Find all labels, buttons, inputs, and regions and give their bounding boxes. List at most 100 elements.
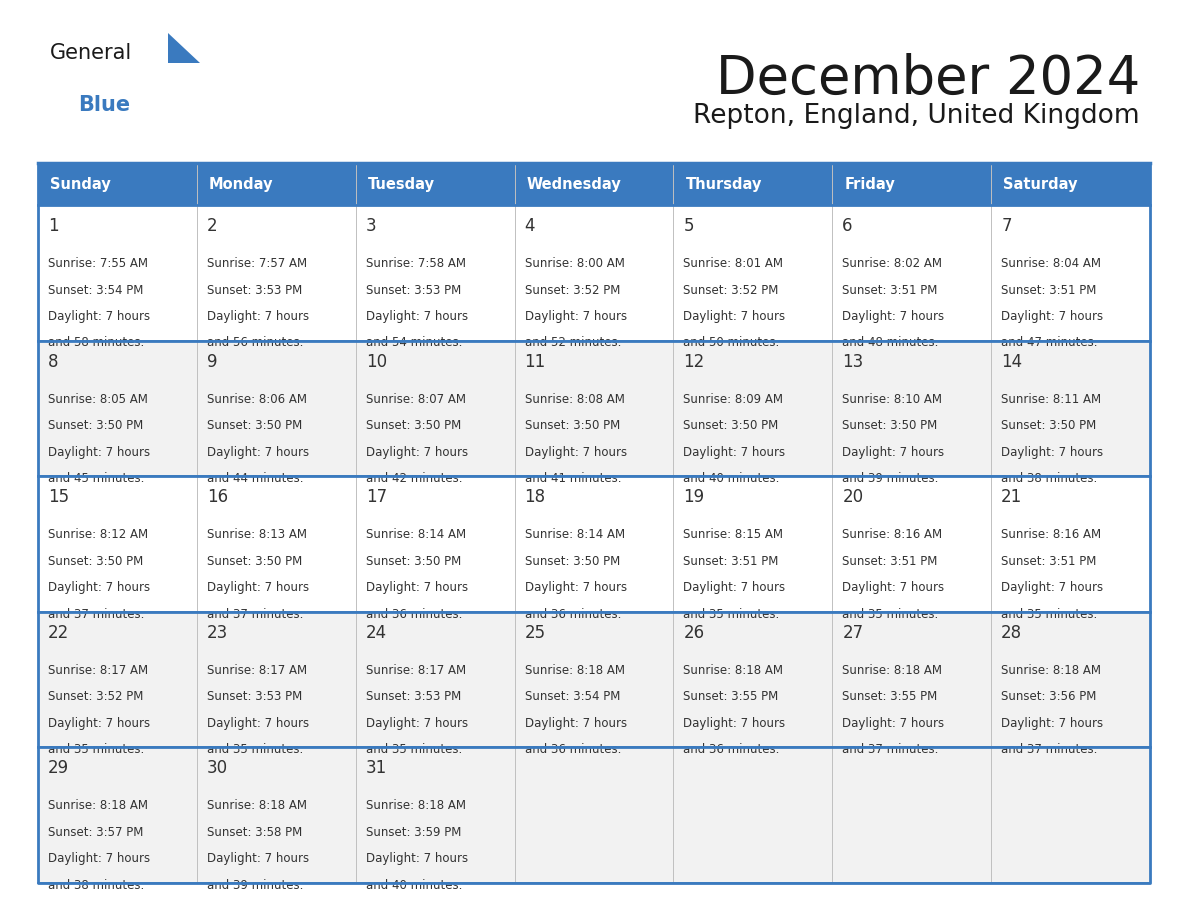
Text: Daylight: 7 hours: Daylight: 7 hours — [842, 445, 944, 459]
Text: December 2024: December 2024 — [715, 53, 1140, 105]
Text: and 35 minutes.: and 35 minutes. — [842, 608, 939, 621]
Text: 22: 22 — [48, 624, 69, 642]
Text: and 39 minutes.: and 39 minutes. — [842, 472, 939, 485]
Text: Sunrise: 8:14 AM: Sunrise: 8:14 AM — [525, 528, 625, 542]
Text: Sunset: 3:50 PM: Sunset: 3:50 PM — [1001, 420, 1097, 432]
Text: Daylight: 7 hours: Daylight: 7 hours — [207, 445, 309, 459]
Text: Sunrise: 8:18 AM: Sunrise: 8:18 AM — [207, 800, 307, 812]
Text: and 40 minutes.: and 40 minutes. — [366, 879, 462, 892]
Text: Sunset: 3:50 PM: Sunset: 3:50 PM — [525, 420, 620, 432]
Text: Daylight: 7 hours: Daylight: 7 hours — [1001, 717, 1104, 730]
Text: Daylight: 7 hours: Daylight: 7 hours — [525, 717, 627, 730]
Text: Sunrise: 8:17 AM: Sunrise: 8:17 AM — [366, 664, 466, 677]
Text: 9: 9 — [207, 353, 217, 371]
Text: Daylight: 7 hours: Daylight: 7 hours — [525, 310, 627, 323]
Text: 5: 5 — [683, 217, 694, 235]
Text: 19: 19 — [683, 488, 704, 506]
Text: 3: 3 — [366, 217, 377, 235]
Bar — [833, 163, 991, 205]
Text: Monday: Monday — [209, 176, 273, 192]
Text: Daylight: 7 hours: Daylight: 7 hours — [366, 445, 468, 459]
Bar — [38, 163, 197, 205]
Text: 18: 18 — [525, 488, 545, 506]
Text: Daylight: 7 hours: Daylight: 7 hours — [525, 445, 627, 459]
Text: Sunrise: 8:17 AM: Sunrise: 8:17 AM — [48, 664, 148, 677]
Text: 29: 29 — [48, 759, 69, 778]
Bar — [514, 163, 674, 205]
Text: and 52 minutes.: and 52 minutes. — [525, 337, 621, 350]
Text: 17: 17 — [366, 488, 387, 506]
Text: Daylight: 7 hours: Daylight: 7 hours — [1001, 581, 1104, 594]
Text: and 38 minutes.: and 38 minutes. — [1001, 472, 1098, 485]
Text: Sunrise: 8:13 AM: Sunrise: 8:13 AM — [207, 528, 307, 542]
Text: 28: 28 — [1001, 624, 1022, 642]
Text: Sunset: 3:51 PM: Sunset: 3:51 PM — [842, 554, 937, 567]
Text: Sunrise: 8:18 AM: Sunrise: 8:18 AM — [48, 800, 148, 812]
Text: Sunrise: 7:58 AM: Sunrise: 7:58 AM — [366, 257, 466, 270]
Text: Sunset: 3:50 PM: Sunset: 3:50 PM — [48, 420, 144, 432]
Text: Daylight: 7 hours: Daylight: 7 hours — [1001, 445, 1104, 459]
Text: Sunset: 3:52 PM: Sunset: 3:52 PM — [48, 690, 144, 703]
Text: Daylight: 7 hours: Daylight: 7 hours — [207, 717, 309, 730]
Text: Saturday: Saturday — [1003, 176, 1078, 192]
Text: Sunrise: 8:10 AM: Sunrise: 8:10 AM — [842, 393, 942, 406]
Text: and 58 minutes.: and 58 minutes. — [48, 337, 144, 350]
Text: Wednesday: Wednesday — [526, 176, 621, 192]
Text: Daylight: 7 hours: Daylight: 7 hours — [683, 445, 785, 459]
Text: Daylight: 7 hours: Daylight: 7 hours — [366, 853, 468, 866]
Text: 20: 20 — [842, 488, 864, 506]
Text: Sunset: 3:50 PM: Sunset: 3:50 PM — [683, 420, 778, 432]
Text: Sunrise: 8:05 AM: Sunrise: 8:05 AM — [48, 393, 147, 406]
Text: and 37 minutes.: and 37 minutes. — [842, 744, 939, 756]
Text: Daylight: 7 hours: Daylight: 7 hours — [842, 717, 944, 730]
Text: and 35 minutes.: and 35 minutes. — [48, 744, 144, 756]
Text: Sunrise: 8:18 AM: Sunrise: 8:18 AM — [366, 800, 466, 812]
Text: and 35 minutes.: and 35 minutes. — [207, 744, 303, 756]
Bar — [197, 163, 355, 205]
Text: and 42 minutes.: and 42 minutes. — [366, 472, 462, 485]
Text: Sunrise: 8:18 AM: Sunrise: 8:18 AM — [1001, 664, 1101, 677]
Text: Daylight: 7 hours: Daylight: 7 hours — [48, 445, 150, 459]
Text: 2: 2 — [207, 217, 217, 235]
Text: Daylight: 7 hours: Daylight: 7 hours — [48, 717, 150, 730]
Text: 25: 25 — [525, 624, 545, 642]
Text: Sunrise: 8:02 AM: Sunrise: 8:02 AM — [842, 257, 942, 270]
Text: 4: 4 — [525, 217, 535, 235]
Text: Sunrise: 7:57 AM: Sunrise: 7:57 AM — [207, 257, 307, 270]
Text: and 47 minutes.: and 47 minutes. — [1001, 337, 1098, 350]
Text: 1: 1 — [48, 217, 58, 235]
Text: Sunrise: 8:09 AM: Sunrise: 8:09 AM — [683, 393, 783, 406]
Text: Sunset: 3:53 PM: Sunset: 3:53 PM — [366, 284, 461, 297]
Text: and 54 minutes.: and 54 minutes. — [366, 337, 462, 350]
Text: 27: 27 — [842, 624, 864, 642]
Polygon shape — [168, 33, 200, 63]
Text: Sunrise: 7:55 AM: Sunrise: 7:55 AM — [48, 257, 148, 270]
Text: Daylight: 7 hours: Daylight: 7 hours — [48, 853, 150, 866]
Text: Sunset: 3:54 PM: Sunset: 3:54 PM — [525, 690, 620, 703]
Text: Sunrise: 8:17 AM: Sunrise: 8:17 AM — [207, 664, 307, 677]
Bar — [355, 163, 514, 205]
Text: Daylight: 7 hours: Daylight: 7 hours — [1001, 310, 1104, 323]
Text: 30: 30 — [207, 759, 228, 778]
Text: Sunrise: 8:08 AM: Sunrise: 8:08 AM — [525, 393, 625, 406]
Text: Sunset: 3:55 PM: Sunset: 3:55 PM — [842, 690, 937, 703]
Text: 21: 21 — [1001, 488, 1023, 506]
Text: Daylight: 7 hours: Daylight: 7 hours — [683, 310, 785, 323]
Text: and 38 minutes.: and 38 minutes. — [48, 879, 144, 892]
Text: Sunset: 3:50 PM: Sunset: 3:50 PM — [207, 420, 302, 432]
Text: Sunrise: 8:00 AM: Sunrise: 8:00 AM — [525, 257, 625, 270]
Text: and 36 minutes.: and 36 minutes. — [366, 608, 462, 621]
Text: and 50 minutes.: and 50 minutes. — [683, 337, 779, 350]
Text: Daylight: 7 hours: Daylight: 7 hours — [366, 310, 468, 323]
Bar — [38, 611, 1150, 747]
Text: Sunrise: 8:16 AM: Sunrise: 8:16 AM — [1001, 528, 1101, 542]
Text: Friday: Friday — [845, 176, 895, 192]
Text: and 41 minutes.: and 41 minutes. — [525, 472, 621, 485]
Text: and 48 minutes.: and 48 minutes. — [842, 337, 939, 350]
Text: 10: 10 — [366, 353, 387, 371]
Text: Sunset: 3:50 PM: Sunset: 3:50 PM — [366, 420, 461, 432]
Text: Sunrise: 8:15 AM: Sunrise: 8:15 AM — [683, 528, 783, 542]
Bar — [38, 747, 1150, 883]
Text: Sunrise: 8:18 AM: Sunrise: 8:18 AM — [683, 664, 783, 677]
Text: Sunrise: 8:14 AM: Sunrise: 8:14 AM — [366, 528, 466, 542]
